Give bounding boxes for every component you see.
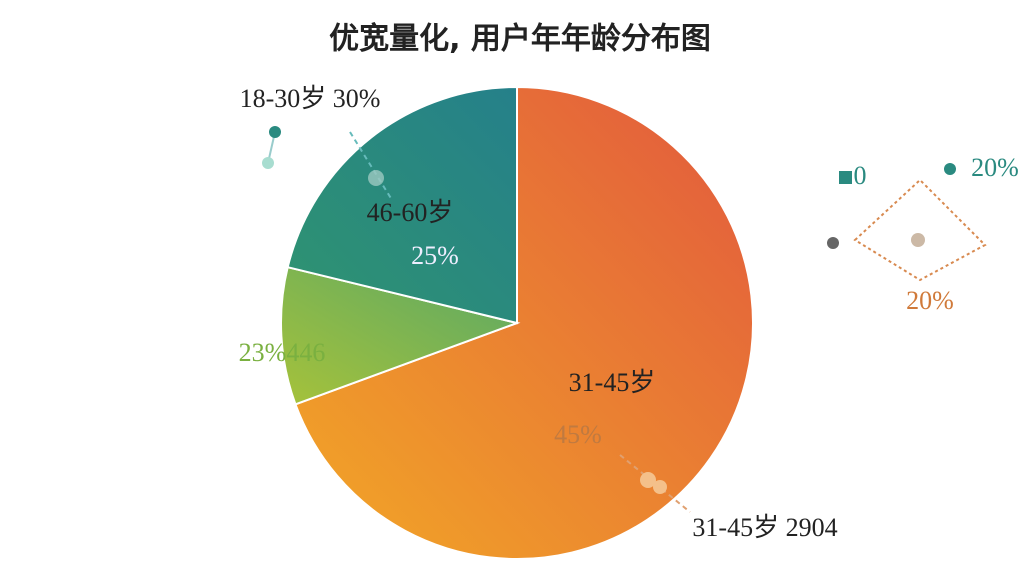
slice-label: 46-60岁 <box>367 198 454 227</box>
decorations <box>262 126 987 513</box>
annotation: 0 <box>854 161 867 190</box>
annotation: 20% <box>906 286 954 315</box>
annotation: 23%446 <box>239 338 326 367</box>
pie-slice <box>280 265 521 406</box>
annotation: 31-45岁 2904 <box>692 513 837 542</box>
annotation: 45% <box>554 420 602 449</box>
annotation: 18-30岁 30% <box>240 84 381 113</box>
annotation: 20% <box>971 153 1019 182</box>
annotation: 25% <box>411 241 459 270</box>
slice-label: 31-45岁 <box>569 368 656 397</box>
pie-slice <box>286 85 518 325</box>
pie-slice <box>294 85 754 560</box>
pie <box>280 85 754 560</box>
chart-title: 优宽量化, 用户年年龄分布图 <box>329 22 711 57</box>
